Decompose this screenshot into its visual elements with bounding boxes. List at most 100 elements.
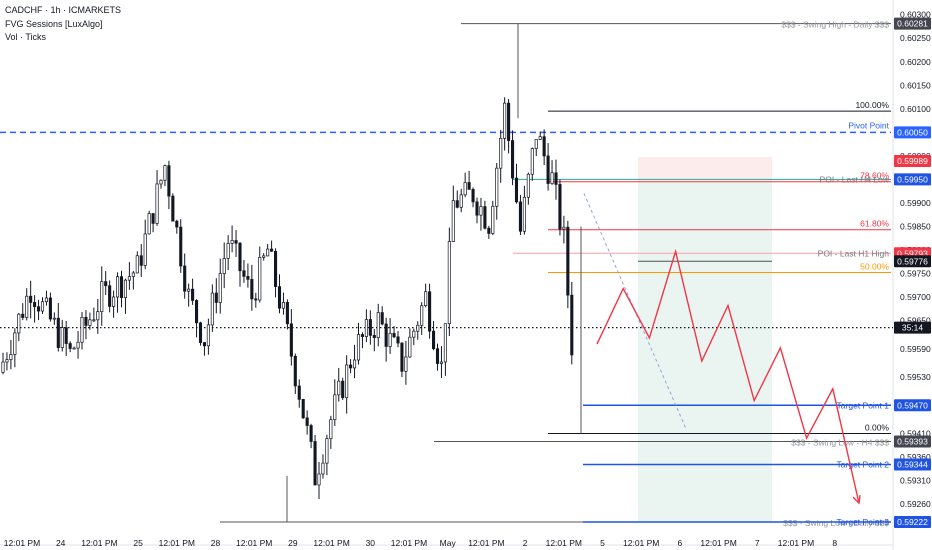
level-label: Pivot Point xyxy=(848,120,889,130)
candle-body xyxy=(214,292,218,303)
candle-body xyxy=(380,312,384,325)
candle-body xyxy=(321,462,325,475)
time-tick: 12:01 PM xyxy=(623,538,659,548)
candle-body xyxy=(400,342,404,372)
level-label: 0.00% xyxy=(865,422,890,432)
candle-body xyxy=(384,323,388,347)
candle-body xyxy=(234,240,238,244)
candle-body xyxy=(507,102,511,141)
symbol-title[interactable]: CADCHF · 1h · ICMARKETS xyxy=(5,5,122,15)
candle-body xyxy=(337,380,341,396)
candle-body xyxy=(131,272,135,277)
price-label-box xyxy=(894,399,931,412)
candle-body xyxy=(526,173,530,198)
price-tick: 0.60150 xyxy=(900,80,931,90)
candle-body xyxy=(495,167,499,207)
price-label: 0.59776 xyxy=(897,256,928,266)
price-label: 0.59950 xyxy=(897,174,928,184)
price-label: 0.60050 xyxy=(897,127,928,137)
candle-body xyxy=(13,332,17,355)
candle-body xyxy=(88,319,92,326)
candle-body xyxy=(112,296,116,307)
candle-body xyxy=(333,394,337,420)
candle-body xyxy=(317,473,321,486)
candle-body xyxy=(246,276,250,280)
price-tick: 0.59410 xyxy=(900,428,931,438)
candle-body xyxy=(301,398,305,419)
candle-body xyxy=(40,301,45,312)
level-label: 100.00% xyxy=(855,100,889,110)
price-tick: 0.59650 xyxy=(900,316,931,326)
time-tick: 24 xyxy=(56,538,66,548)
price-tick: 0.60250 xyxy=(900,33,931,43)
candle-body xyxy=(96,311,100,321)
candle-body xyxy=(396,336,400,344)
indicator-fvg-sessions[interactable]: FVG Sessions [LuxAlgo] xyxy=(5,19,103,29)
candle-body xyxy=(68,343,72,349)
candle-body xyxy=(187,288,191,292)
candle-body xyxy=(558,184,562,230)
candle-body xyxy=(487,227,491,234)
candle-body xyxy=(566,226,570,296)
candle-body xyxy=(293,355,297,387)
price-label: 0.59989 xyxy=(897,156,928,166)
candle-body xyxy=(48,297,52,320)
candle-body xyxy=(451,200,455,242)
candle-body xyxy=(17,313,21,334)
candle-body xyxy=(530,148,534,175)
price-label: 0.59393 xyxy=(897,436,928,446)
candle-body xyxy=(388,333,392,347)
price-label: 0.60281 xyxy=(897,19,928,29)
level-label: Target Point 1 xyxy=(837,400,890,410)
candle-body xyxy=(360,334,365,337)
time-tick: 12:01 PM xyxy=(313,538,349,548)
price-label-box xyxy=(894,435,931,448)
time-tick: 8 xyxy=(832,538,837,548)
candle-body xyxy=(175,220,179,228)
price-label: 0.59344 xyxy=(897,460,928,470)
price-tick: 0.59700 xyxy=(900,292,931,302)
candle-body xyxy=(514,177,519,203)
time-tick: 30 xyxy=(366,538,376,548)
price-tick: 0.59590 xyxy=(900,344,931,354)
candle-body xyxy=(353,359,357,369)
candle-body xyxy=(250,279,254,300)
level-label: Target Point 3 xyxy=(837,517,890,527)
candle-body xyxy=(372,335,376,338)
candle-body xyxy=(274,250,278,287)
candle-body xyxy=(64,327,68,344)
price-label: 35:14 xyxy=(902,323,924,333)
candle-body xyxy=(416,324,420,332)
level-label: 78.60% xyxy=(860,171,889,181)
candle-body xyxy=(159,179,163,185)
candle-body xyxy=(226,242,230,259)
candle-body xyxy=(108,285,112,307)
indicator-volume[interactable]: Vol · Ticks xyxy=(5,32,47,42)
candle-body xyxy=(9,354,13,360)
level-label: $$$ - Swing Low - Daily $$$ xyxy=(783,518,889,528)
candle-body xyxy=(100,281,104,312)
candle-body xyxy=(376,312,380,338)
level-label: 61.80% xyxy=(860,219,889,229)
candle-body xyxy=(467,182,471,190)
candle-body xyxy=(163,165,167,181)
stop-zone xyxy=(638,157,772,180)
candle-body xyxy=(155,183,159,224)
candle-body xyxy=(459,194,463,208)
candle-body xyxy=(364,319,368,337)
candle-body xyxy=(151,213,155,224)
time-tick: 2 xyxy=(523,538,528,548)
time-tick: 12:01 PM xyxy=(159,538,195,548)
candle-body xyxy=(222,258,226,274)
candle-body xyxy=(171,195,175,222)
candle-body xyxy=(412,330,416,338)
candle-body xyxy=(179,226,183,267)
candle-body xyxy=(270,248,274,252)
candle-body xyxy=(21,313,25,318)
candle-body xyxy=(325,438,329,464)
candle-body xyxy=(313,441,317,486)
candle-body xyxy=(522,196,526,232)
price-tick: 0.59530 xyxy=(900,372,931,382)
candle-body xyxy=(52,317,56,320)
